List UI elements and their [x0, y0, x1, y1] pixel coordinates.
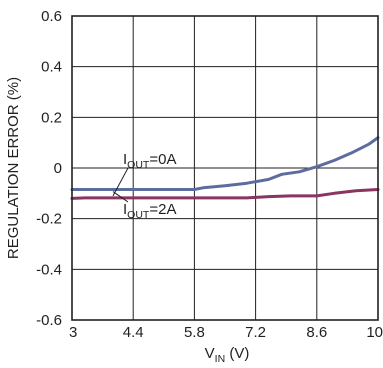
y-tick-label: 0: [54, 160, 62, 177]
plot-frame: [71, 15, 379, 321]
y-tick-label: -0.4: [36, 261, 62, 278]
x-tick-label: 5.8: [184, 324, 205, 341]
annotation-leader-iout-2a: [112, 191, 129, 203]
y-tick-label: -0.6: [36, 312, 62, 329]
tick-labels: 3 4.4 5.8 7.2 8.6 10 -0.6 -0.4 -0.2 0 0.2 0.4 0.6: [36, 8, 383, 341]
x-tick-label: 7.2: [245, 324, 266, 341]
y-tick-label: 0.4: [41, 59, 62, 76]
y-tick-label: 0.2: [41, 109, 62, 126]
y-tick-label: 0.6: [41, 8, 62, 25]
y-tick-label: -0.2: [36, 211, 62, 228]
x-tick-label: 4.4: [123, 324, 144, 341]
x-tick-label: 8.6: [306, 324, 327, 341]
x-tick-label: 10: [366, 324, 383, 341]
x-axis-title: VIN (V): [205, 345, 250, 365]
annotation-leader-iout-0a: [112, 167, 129, 197]
y-axis-title: REGULATION ERROR (%): [5, 77, 22, 259]
series-line-iout-0a: [70, 136, 380, 191]
x-tick-label: 3: [69, 324, 77, 341]
series-line-iout-2a: [70, 188, 380, 200]
annotation-iout-0a: IOUT=0A: [123, 151, 176, 171]
annotation-iout-2a: IOUT=2A: [123, 201, 176, 221]
grid: [71, 15, 379, 321]
series-layer: [70, 136, 380, 200]
